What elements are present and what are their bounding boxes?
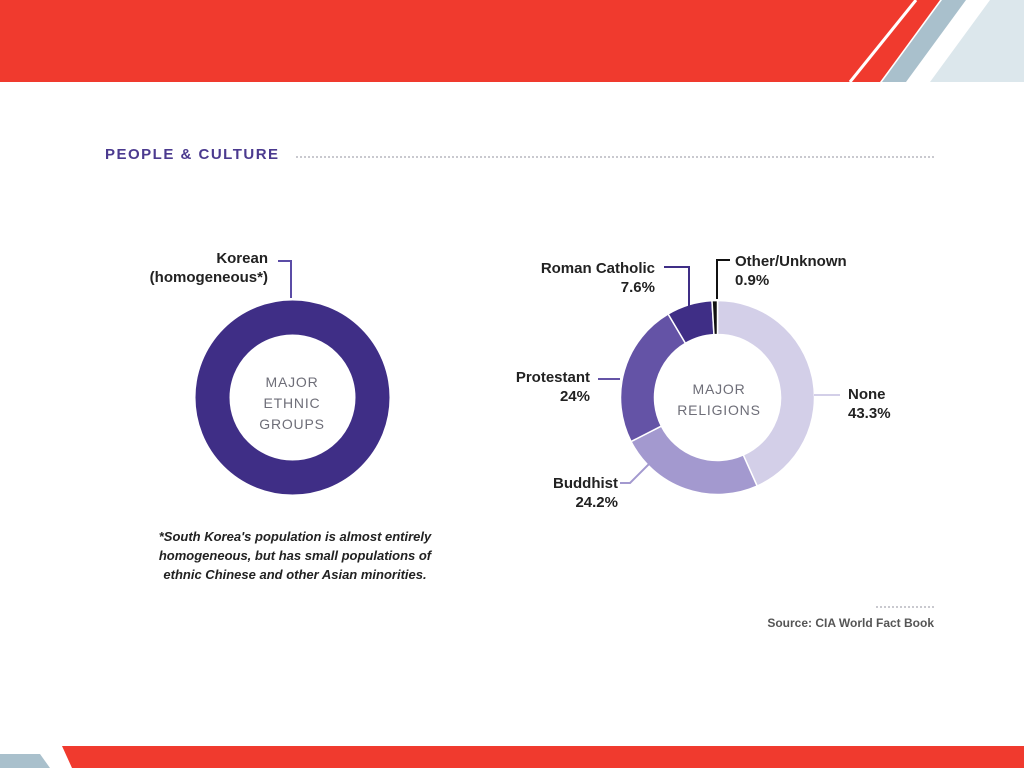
ethnic-slice-0	[195, 300, 390, 495]
label-protestant-name: Protestant	[515, 369, 590, 386]
leader-protestant	[598, 378, 620, 380]
label-other-name: Other/Unknown	[735, 253, 847, 270]
label-protestant: Protestant 24%	[490, 368, 590, 406]
label-catholic: Roman Catholic 7.6%	[505, 259, 655, 297]
ethnic-footnote: *South Korea's population is almost enti…	[158, 529, 432, 582]
religion-center-line-2: RELIGIONS	[677, 402, 761, 418]
label-catholic-value: 7.6%	[620, 279, 655, 296]
source-credit: Source: CIA World Fact Book	[767, 616, 934, 630]
leader-catholic	[664, 266, 690, 306]
source-divider	[876, 606, 934, 608]
label-korean-note: (homogeneous*)	[149, 269, 268, 286]
religion-center-label: MAJOR RELIGIONS	[664, 379, 774, 421]
section-title: PEOPLE & CULTURE	[105, 146, 280, 163]
bottom-banner	[0, 746, 1024, 768]
label-none: None 43.3%	[848, 385, 891, 423]
label-buddhist-value: 24.2%	[575, 494, 618, 511]
label-other: Other/Unknown 0.9%	[735, 252, 847, 290]
ethnic-center-line-2: ETHNIC	[263, 395, 321, 411]
ethnic-groups-donut	[195, 300, 390, 495]
top-banner	[0, 0, 1024, 82]
ethnic-center-label: MAJOR ETHNIC GROUPS	[237, 372, 347, 435]
label-protestant-value: 24%	[559, 388, 590, 405]
title-divider	[296, 156, 934, 158]
leader-none	[814, 394, 840, 396]
religion-slice-2	[619, 312, 687, 443]
religion-slice-0	[716, 299, 816, 488]
label-korean-name: Korean	[216, 250, 268, 267]
leader-korean	[278, 260, 292, 298]
leader-buddhist	[620, 458, 655, 484]
religion-slice-4	[711, 299, 719, 336]
label-buddhist-name: Buddhist	[553, 475, 618, 492]
religion-center-line-1: MAJOR	[692, 381, 746, 397]
label-none-name: None	[848, 386, 886, 403]
label-catholic-name: Roman Catholic	[540, 260, 655, 277]
ethnic-center-line-1: MAJOR	[265, 374, 319, 390]
label-other-value: 0.9%	[735, 272, 770, 289]
leader-other	[716, 259, 730, 299]
label-korean: Korean (homogeneous*)	[138, 249, 268, 287]
religions-donut	[619, 299, 816, 496]
ethnic-center-line-3: GROUPS	[259, 416, 325, 432]
label-buddhist: Buddhist 24.2%	[520, 474, 618, 512]
label-none-value: 43.3%	[848, 405, 891, 422]
